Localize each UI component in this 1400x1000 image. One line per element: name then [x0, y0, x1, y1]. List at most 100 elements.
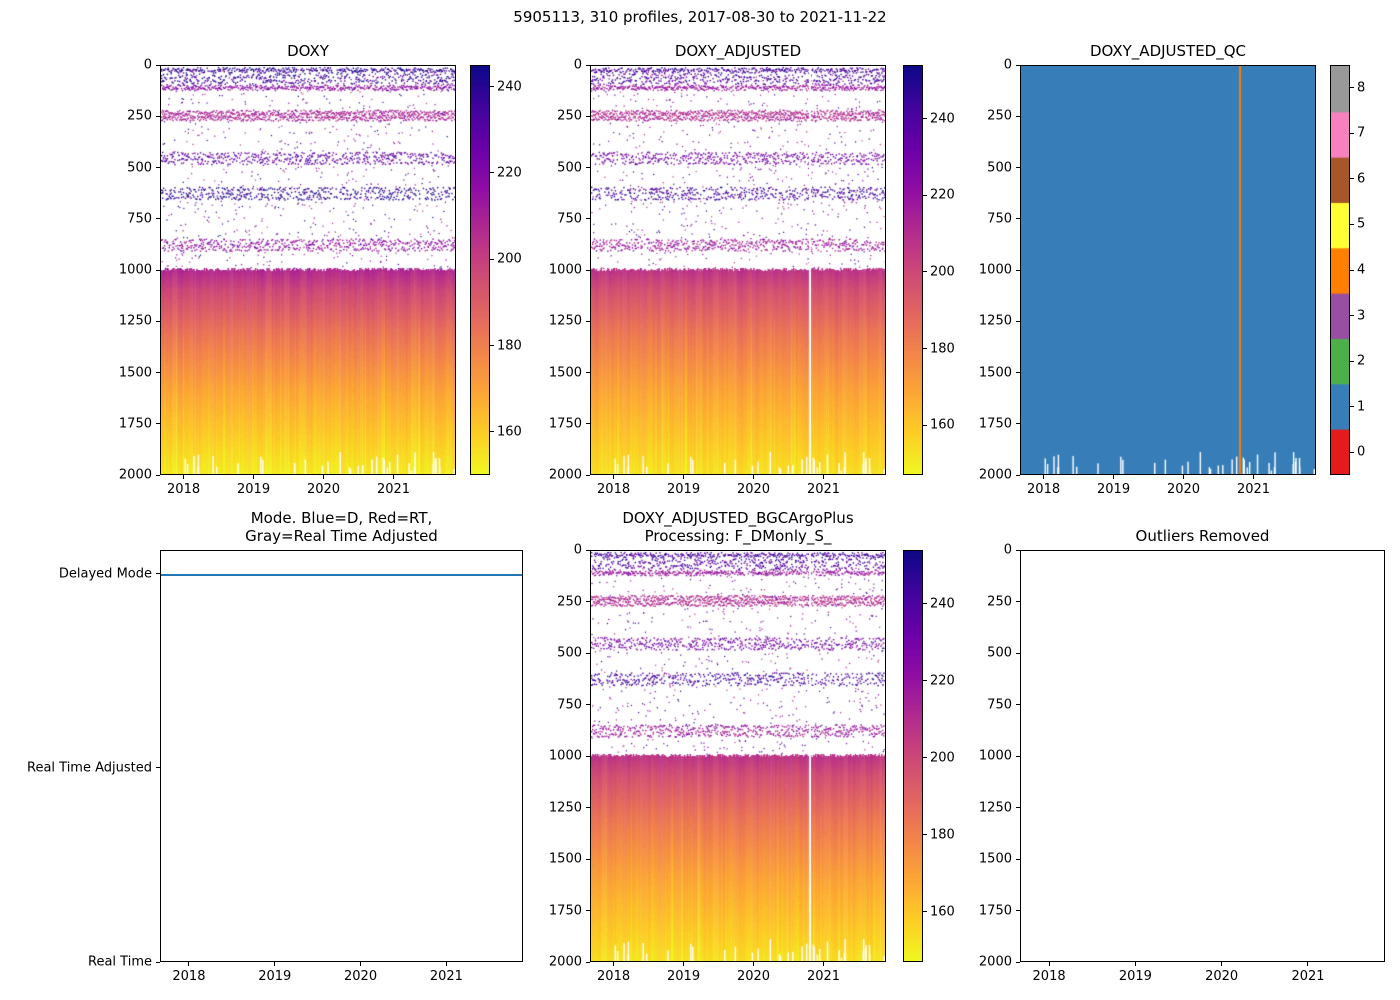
y-tick-label: 2000 [978, 954, 1012, 970]
colorbar-doxy-adjusted: 160 180 200 220 240 [903, 65, 955, 475]
y-tickmark [586, 807, 590, 808]
y-tick-label: 1000 [118, 262, 152, 278]
y-tickmark [1016, 218, 1020, 220]
colorbar-tick-label: 4 [1357, 262, 1366, 278]
colorbar-tickmark [923, 424, 927, 426]
colorbar-tickmark [923, 834, 927, 836]
doxy-heatmap-canvas [161, 66, 455, 474]
y-tick-label: 250 [987, 108, 1012, 124]
outliers-axes [1020, 550, 1385, 962]
x-tick-label: 2020 [1166, 482, 1201, 497]
y-tick-label: 1000 [978, 262, 1012, 278]
subplot-doxy-adjusted: DOXY_ADJUSTED 0 250 500 750 1000 1250 1500 1750… [549, 42, 886, 497]
colorbar-qc-frame [1330, 65, 1350, 475]
y-tickmark [156, 115, 160, 117]
colorbar-tick-label: 200 [497, 251, 522, 267]
colorbar-tick-label: 3 [1357, 308, 1366, 324]
x-tick-label: 2021 [1291, 969, 1325, 984]
doxy-adjusted-heatmap-canvas [591, 66, 885, 474]
x-tick-label: 2018 [597, 969, 631, 984]
x-tick-label: 2019 [237, 482, 271, 497]
colorbar-tick-label: 2 [1357, 353, 1366, 369]
y-tickmark [586, 167, 590, 168]
y-tickmark [1016, 910, 1020, 911]
colorbar-tick-label: 200 [930, 750, 955, 766]
y-tickmark [586, 474, 590, 476]
y-tickmark [156, 167, 160, 168]
mode-title: Mode. Blue=D, Red=RT, Gray=Real Time Adj… [130, 509, 553, 545]
colorbar-tickmark [490, 172, 494, 174]
colorbar-tick-label: 160 [497, 424, 522, 440]
subplot-outliers-removed: Outliers Removed 0 250 500 750 1000 1250 1500 1… [979, 527, 1385, 984]
y-tick-label: 250 [987, 594, 1012, 609]
y-tickmark [156, 423, 160, 425]
y-tick-label: 250 [557, 594, 582, 609]
x-tick-label: 2021 [806, 482, 841, 497]
x-tick-label: 2019 [1097, 482, 1131, 497]
colorbar-tickmark [923, 911, 927, 913]
y-tickmark [156, 474, 160, 476]
y-tick-label: 1250 [118, 313, 152, 329]
bgc-title-line2: Processing: F_DMonly_S_ [644, 527, 832, 545]
x-tickmark [1048, 962, 1050, 966]
colorbar-tick-label: 220 [930, 673, 955, 689]
y-tickmark [156, 320, 160, 322]
y-tickmark [586, 372, 590, 373]
colorbar-doxy-adjusted-frame [903, 65, 923, 475]
colorbar-tickmark [923, 118, 927, 120]
colorbar-tickmark [1350, 406, 1354, 408]
x-tickmark [683, 962, 685, 966]
y-tickmark [586, 910, 590, 911]
colorbar-bgc-frame [903, 550, 923, 962]
colorbar-bgc: 160 180 200 220 240 [903, 550, 955, 962]
doxy-adjusted-title: DOXY_ADJUSTED [674, 42, 802, 60]
y-tick-label: 0 [1003, 542, 1012, 558]
y-tickmark [1016, 755, 1020, 757]
y-tickmark [586, 704, 590, 705]
colorbar-tickmark [1350, 360, 1354, 362]
x-tickmark [613, 475, 615, 479]
y-tick-label: 2000 [548, 954, 582, 970]
y-tickmark [1016, 807, 1020, 808]
y-tick-label: 750 [557, 697, 582, 712]
colorbar-doxy: 160 180 200 220 240 [470, 65, 522, 475]
y-tickmark [1016, 704, 1020, 705]
outliers-title: Outliers Removed [1135, 527, 1270, 545]
y-tick-label: 1750 [978, 416, 1012, 432]
x-tickmark [753, 475, 755, 479]
y-tick-label: 1250 [978, 800, 1012, 815]
x-tickmark [393, 475, 395, 479]
colorbar-tick-label: 5 [1357, 216, 1366, 232]
x-tickmark [1253, 475, 1255, 479]
x-tickmark [753, 962, 755, 966]
colorbar-tick-label: 240 [930, 596, 955, 612]
y-tickmark [156, 573, 160, 575]
x-tick-label: 2021 [806, 969, 841, 984]
y-tick-label: 500 [987, 645, 1012, 661]
colorbar-tick-label: 240 [497, 79, 522, 95]
y-tick-label: 1750 [118, 416, 152, 432]
x-tick-label: 2019 [1118, 969, 1152, 984]
x-tick-label: 2020 [344, 969, 378, 984]
x-tick-label: 2019 [667, 482, 701, 497]
colorbar-tick-label: 180 [497, 338, 522, 354]
y-tick-label: Real Time Adjusted [27, 760, 152, 776]
colorbar-tick-label: 160 [930, 904, 955, 920]
y-tickmark [586, 652, 590, 654]
x-tickmark [183, 475, 185, 479]
colorbar-tickmark [1350, 451, 1354, 453]
y-tick-label: Real Time [88, 954, 152, 970]
colorbar-qc: 0 1 2 3 4 5 6 7 8 [1330, 65, 1365, 475]
colorbar-tick-label: 1 [1357, 399, 1366, 415]
x-tickmark [1113, 475, 1115, 479]
colorbar-tickmark [490, 431, 494, 433]
x-tickmark [823, 962, 825, 966]
x-tick-label: 2018 [172, 969, 206, 984]
y-tickmark [1016, 423, 1020, 425]
colorbar-tickmark [923, 603, 927, 605]
y-tick-label: 500 [557, 645, 582, 661]
y-tickmark [1016, 320, 1020, 322]
x-tickmark [1183, 475, 1185, 479]
qc-axes [1020, 65, 1316, 475]
bgc-title-line1: DOXY_ADJUSTED_BGCArgoPlus [622, 509, 854, 527]
